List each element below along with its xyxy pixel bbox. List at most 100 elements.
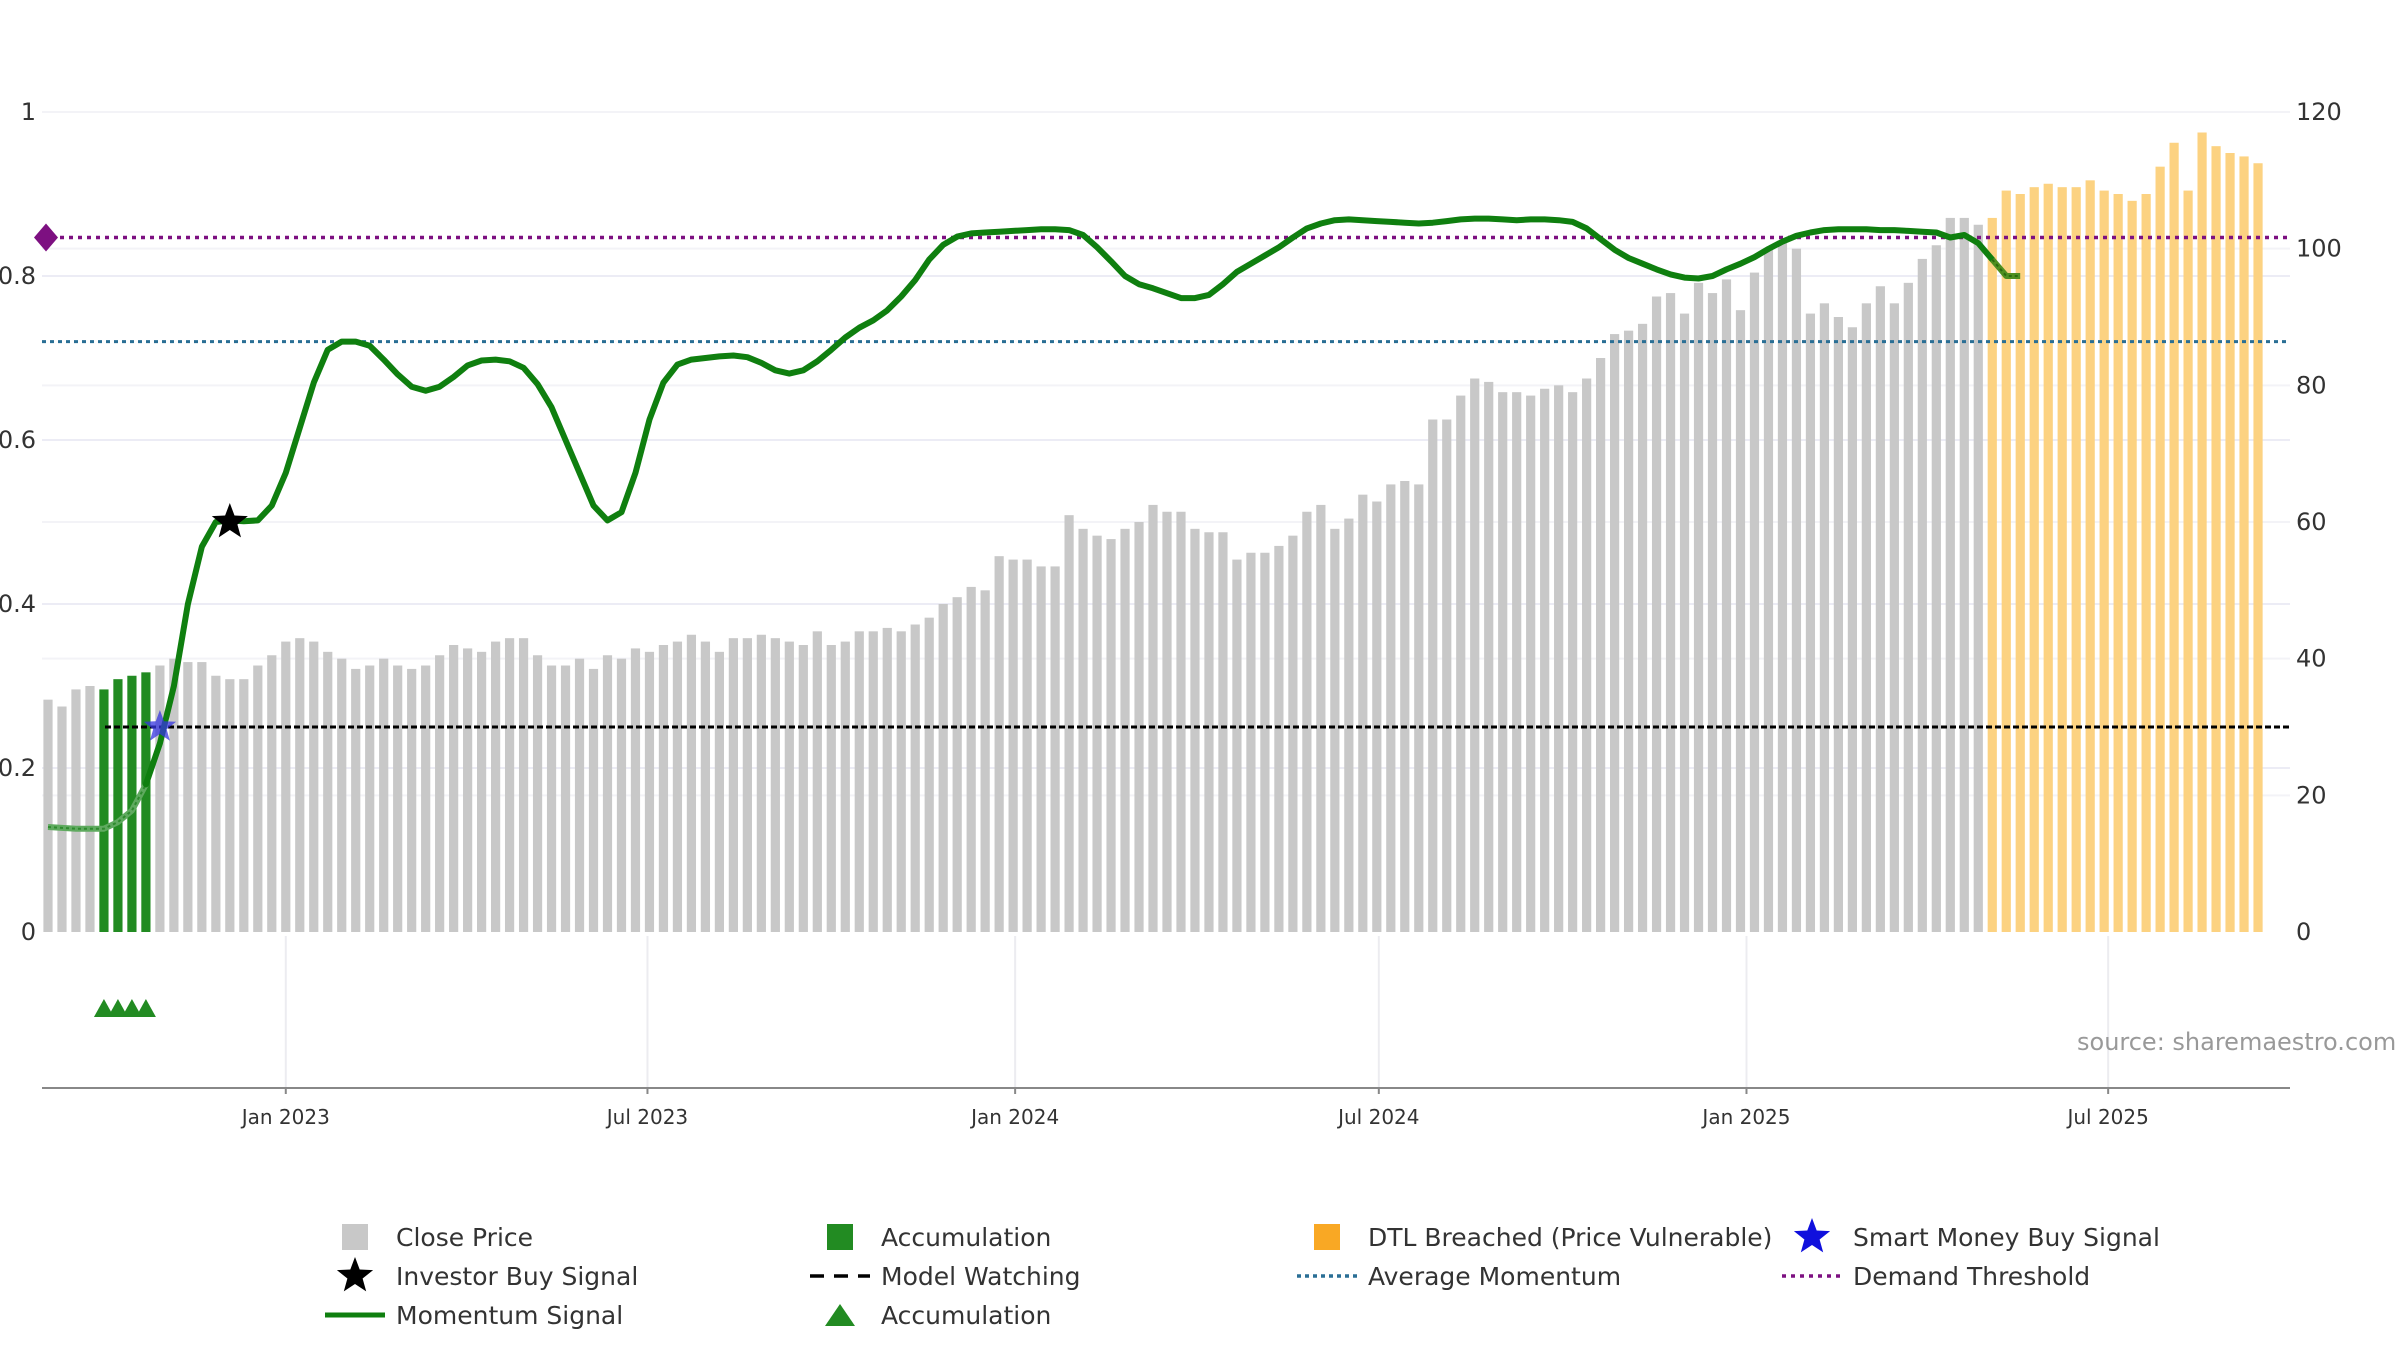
x-axis-tick-label: Jan 2025 [1700,1105,1790,1129]
reference-lines [34,223,2290,729]
close-price-bar [1316,504,1326,932]
close-price-bar [826,645,836,932]
dtl-breached-bar [2085,180,2095,933]
accumulation-bar [113,679,123,932]
close-price-bar [560,665,571,932]
legend-item-5: Model Watching [810,1262,1081,1291]
legend-square-icon [342,1224,368,1250]
legend-square-icon [827,1224,853,1250]
x-axis-tick-label: Jan 2024 [969,1105,1059,1129]
accumulation-bar [127,675,137,932]
close-price-bar [1596,358,1606,932]
close-price-bar [1610,334,1620,932]
close-price-bar [1540,388,1550,932]
legend-label: Investor Buy Signal [396,1262,638,1291]
legend-square-icon [1314,1224,1340,1250]
close-price-bar [1246,552,1256,932]
close-price-bar [1218,532,1228,932]
close-price-bar [1148,504,1158,932]
axes: 0 0.2 0.4 0.6 0.8 1 0 20 40 60 80 100 120 Jan 2023 Jul… [0,98,2342,1129]
close-price-bar [1498,392,1508,933]
legend-label: Demand Threshold [1853,1262,2090,1291]
close-price-bar [463,648,473,932]
source-note: source: sharemaestro.com [2077,1028,2396,1056]
close-price-bar [588,668,599,932]
dtl-breached-bar [2099,190,2109,933]
close-price-bar [994,556,1004,932]
close-price-bar [714,651,724,932]
close-price-bar [728,638,738,932]
right-axis-tick: 60 [2296,508,2327,536]
close-price-bar [1176,511,1186,932]
close-price-bar [155,665,165,932]
dtl-breached-bar [2057,187,2067,932]
legend-label: Momentum Signal [396,1301,623,1330]
close-price-bar [477,651,487,932]
left-axis-tick: 0 [21,918,36,946]
close-price-bar [309,641,319,932]
close-price-bar [490,641,501,932]
left-axis-tick: 1 [21,98,36,126]
dtl-breached-bar [2071,187,2081,932]
close-price-bar [504,638,515,932]
dtl-breached-bar [2225,153,2235,932]
close-price-bar [1875,286,1885,932]
close-price-bar [924,617,934,932]
dtl-breached-bar [2183,190,2193,933]
dtl-breached-bar [2253,163,2263,932]
close-price-bar [1330,528,1340,932]
close-price-bar [449,645,459,932]
close-price-bar [197,662,207,932]
close-price-bar [1526,395,1536,932]
legend-item-1: Accumulation [827,1223,1051,1252]
close-price-bar [1763,248,1774,932]
legend-label: Average Momentum [1368,1262,1621,1291]
close-price-bar [1106,539,1116,932]
close-price-bar [1791,248,1802,932]
close-price-bar [1288,535,1298,932]
accumulation-triangle [121,999,142,1017]
dtl-breached-bar [2029,187,2039,932]
close-price-bar [1707,293,1718,932]
legend-label: DTL Breached (Price Vulnerable) [1368,1223,1772,1252]
close-price-bar [1274,545,1284,932]
close-price-bar [1456,395,1466,932]
close-price-bar [323,651,333,932]
legend-label: Model Watching [881,1262,1081,1291]
legend-item-0: Close Price [342,1223,533,1252]
right-axis-tick: 20 [2296,781,2327,809]
legend-label: Close Price [396,1223,533,1252]
dtl-breached-bar [2001,190,2011,933]
close-price-bar [1120,528,1130,932]
dtl-breached-bar [2197,132,2207,932]
legend-item-6: Average Momentum [1297,1262,1621,1291]
close-price-bar [742,638,752,932]
vertical-grid-lines [284,936,2110,1088]
smart-money-buy-signal-star [143,710,177,741]
momentum-signal-line [142,215,1996,788]
x-axis-tick-label: Jul 2025 [2065,1105,2148,1129]
close-price-bar [644,651,655,932]
close-price-bar [1260,552,1270,932]
close-price-bar [183,662,193,932]
close-price-bar [966,586,976,932]
close-price-bar [812,631,822,932]
close-price-bars [43,132,2263,933]
close-price-bar [85,686,95,932]
dtl-breached-bar [2155,166,2165,932]
legend-star-icon [1793,1218,1831,1253]
legend-label: Accumulation [881,1301,1051,1330]
accumulation-triangle [107,999,128,1017]
legend-label: Smart Money Buy Signal [1853,1223,2160,1252]
close-price-bar [1050,566,1060,932]
dtl-breached-bar [2211,146,2221,932]
accumulation-bar [99,689,109,932]
dtl-breached-bar [2043,183,2053,932]
right-axis-tick: 80 [2296,371,2327,399]
demand-threshold-marker [34,223,58,252]
close-price-bar [1008,559,1018,932]
close-price-bar [365,665,375,932]
legend-star-icon [336,1257,374,1292]
close-price-bar [1889,303,1899,932]
close-price-bar [351,668,361,932]
